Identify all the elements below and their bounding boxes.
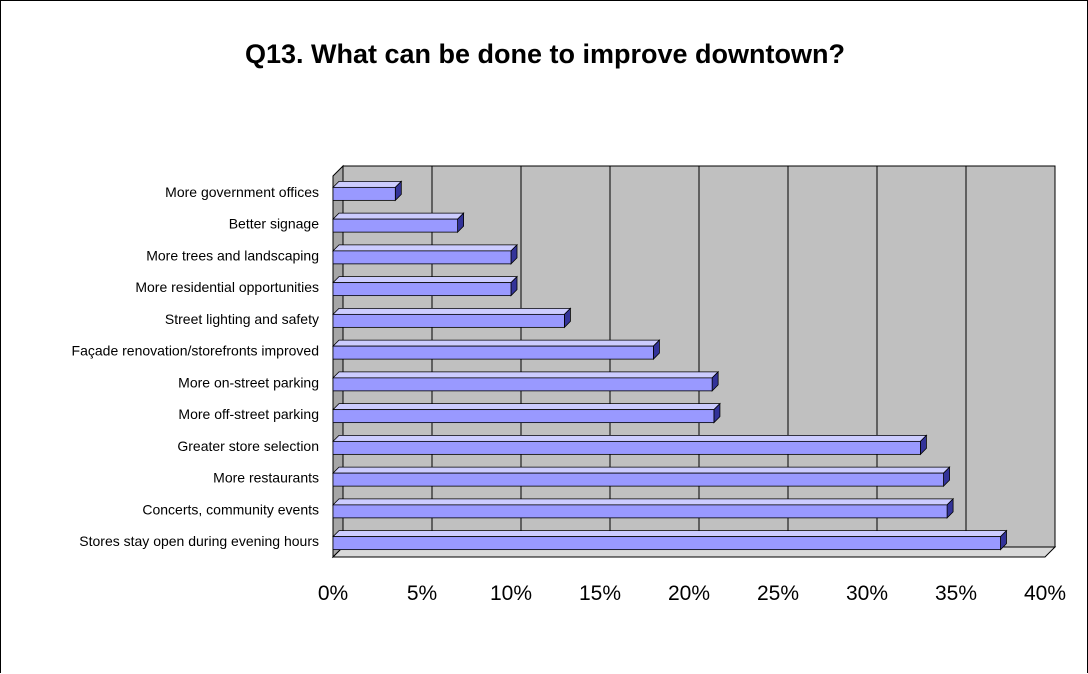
bar-front-more-restaurants [332, 472, 944, 487]
bar-street-lighting-and-safety [332, 307, 572, 329]
bar-front-concerts-community-events [332, 504, 948, 519]
bar-top-fa-ade-renovation-storefronts-improved [332, 339, 661, 347]
bar-top-better-signage [332, 212, 465, 220]
category-label-stores-stay-open-during-evening-hours: Stores stay open during evening hours [79, 533, 319, 549]
bar-top-more-off-street-parking [332, 403, 721, 411]
bar-more-government-offices [332, 180, 403, 202]
bar-front-more-residential-opportunities [332, 282, 512, 297]
bar-front-more-on-street-parking [332, 377, 713, 392]
bar-top-more-on-street-parking [332, 371, 720, 379]
bar-front-more-trees-and-landscaping [332, 250, 512, 265]
category-labels: More government offices Better signage Mor… [72, 184, 320, 549]
bar-more-on-street-parking [332, 370, 720, 392]
x-tick-label-30: 30% [846, 582, 888, 605]
chart-title: Q13. What can be done to improve downtow… [244, 39, 846, 69]
bar-front-fa-ade-renovation-storefronts-improved [332, 345, 654, 360]
category-label-more-government-offices: More government offices [165, 184, 319, 200]
bar-top-street-lighting-and-safety [332, 307, 572, 315]
x-tick-label-5: 5% [407, 582, 437, 605]
bar-fa-ade-renovation-storefronts-improved [332, 339, 661, 361]
bar-better-signage [332, 212, 465, 234]
bar-front-better-signage [332, 218, 458, 233]
x-tick-label-25: 25% [757, 582, 799, 605]
bar-front-more-off-street-parking [332, 409, 715, 424]
category-label-more-restaurants: More restaurants [213, 470, 319, 486]
x-tick-label-10: 10% [490, 582, 532, 605]
bar-top-more-restaurants [332, 466, 951, 474]
bar-top-stores-stay-open-during-evening-hours [332, 530, 1008, 538]
category-label-more-off-street-parking: More off-street parking [178, 406, 319, 422]
bar-front-street-lighting-and-safety [332, 313, 565, 328]
category-label-fa-ade-renovation-storefronts-improved: Façade renovation/storefronts improved [72, 343, 319, 359]
bar-stores-stay-open-during-evening-hours [332, 529, 1008, 551]
bars [332, 180, 1008, 551]
category-label-more-residential-opportunities: More residential opportunities [135, 279, 319, 295]
bar-front-greater-store-selection [332, 440, 921, 455]
bar-front-more-government-offices [332, 186, 396, 201]
bar-top-concerts-community-events [332, 498, 955, 506]
bar-concerts-community-events [332, 497, 955, 519]
bar-more-off-street-parking [332, 402, 721, 424]
x-tick-label-20: 20% [668, 582, 710, 605]
bar-top-greater-store-selection [332, 434, 928, 442]
category-label-street-lighting-and-safety: Street lighting and safety [165, 311, 319, 327]
category-label-greater-store-selection: Greater store selection [177, 438, 319, 454]
bar-more-trees-and-landscaping [332, 243, 518, 265]
bar-more-residential-opportunities [332, 275, 518, 297]
category-label-more-on-street-parking: More on-street parking [178, 374, 319, 390]
bar-top-more-trees-and-landscaping [332, 244, 518, 252]
category-label-better-signage: Better signage [229, 216, 319, 232]
bar-more-restaurants [332, 466, 951, 488]
bar-top-more-residential-opportunities [332, 276, 518, 284]
x-tick-labels: 0% 5% 10% 15% 20% 25% 30% 35% 40% [318, 582, 1066, 605]
bar-greater-store-selection [332, 434, 928, 456]
category-label-concerts-community-events: Concerts, community events [142, 501, 319, 517]
category-label-more-trees-and-landscaping: More trees and landscaping [146, 247, 319, 263]
x-tick-label-0: 0% [318, 582, 348, 605]
x-tick-label-35: 35% [935, 582, 977, 605]
bar-front-stores-stay-open-during-evening-hours [332, 536, 1001, 551]
x-tick-label-15: 15% [579, 582, 621, 605]
bar-top-more-government-offices [332, 180, 403, 188]
x-tick-label-40: 40% [1024, 582, 1066, 605]
